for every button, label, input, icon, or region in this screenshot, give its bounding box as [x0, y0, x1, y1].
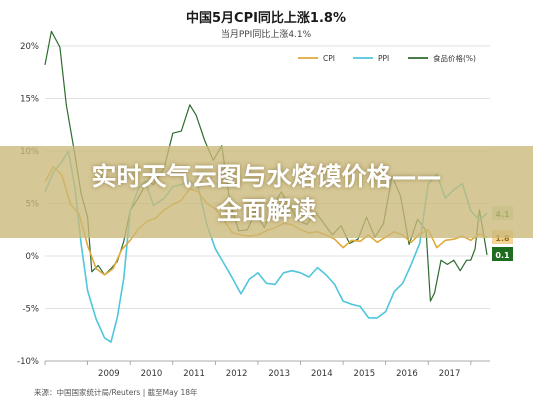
x-tick-label-2: 2011 [183, 369, 205, 379]
x-tick-label-5: 2014 [311, 369, 333, 379]
legend-label-cpi: CPI [323, 54, 335, 63]
y-tick-label-0: 20% [20, 42, 39, 52]
x-tick-label-7: 2016 [396, 369, 418, 379]
x-tick-label-1: 2010 [141, 369, 163, 379]
source-note: 来源：中国国家统计局/Reuters | 截至May 18年 [34, 387, 198, 397]
x-tick-label-4: 2013 [268, 369, 290, 379]
y-tick-label-5: -5% [22, 305, 39, 315]
x-axis: 2009 2010 2011 2012 2013 2014 2015 2016 2017 [44, 360, 490, 379]
end-label-box-food [492, 247, 513, 261]
x-tick-label-6: 2015 [354, 369, 376, 379]
y-tick-label-4: 0% [26, 252, 40, 262]
legend-label-food: 食品价格(%) [433, 53, 476, 63]
headline-line-2: 全面解读 [216, 196, 317, 225]
headline-text: 实时天气云图与水烙馍价格—— 全面解读 [0, 160, 533, 228]
legend-label-ppi: PPI [378, 54, 389, 63]
headline-banner [0, 146, 533, 238]
x-tick-label-8: 2017 [439, 369, 461, 379]
series-line-ppi [44, 150, 488, 343]
y-tick-label-1: 15% [20, 95, 39, 105]
chart-subtitle: 当月PPI同比上涨4.1% [221, 28, 312, 40]
x-tick-label-0: 2009 [98, 369, 120, 379]
x-tick-label-3: 2012 [226, 369, 248, 379]
end-label-cpi: 1.8 [495, 234, 510, 243]
end-label-food: 0.1 [495, 251, 510, 260]
y-tick-label-6: -10% [17, 357, 39, 367]
legend: CPI PPI 食品价格(%) [298, 53, 476, 63]
headline-line-1: 实时天气云图与水烙馍价格—— [91, 162, 442, 191]
chart-title: 中国5月CPI同比上涨1.8% [186, 10, 346, 26]
